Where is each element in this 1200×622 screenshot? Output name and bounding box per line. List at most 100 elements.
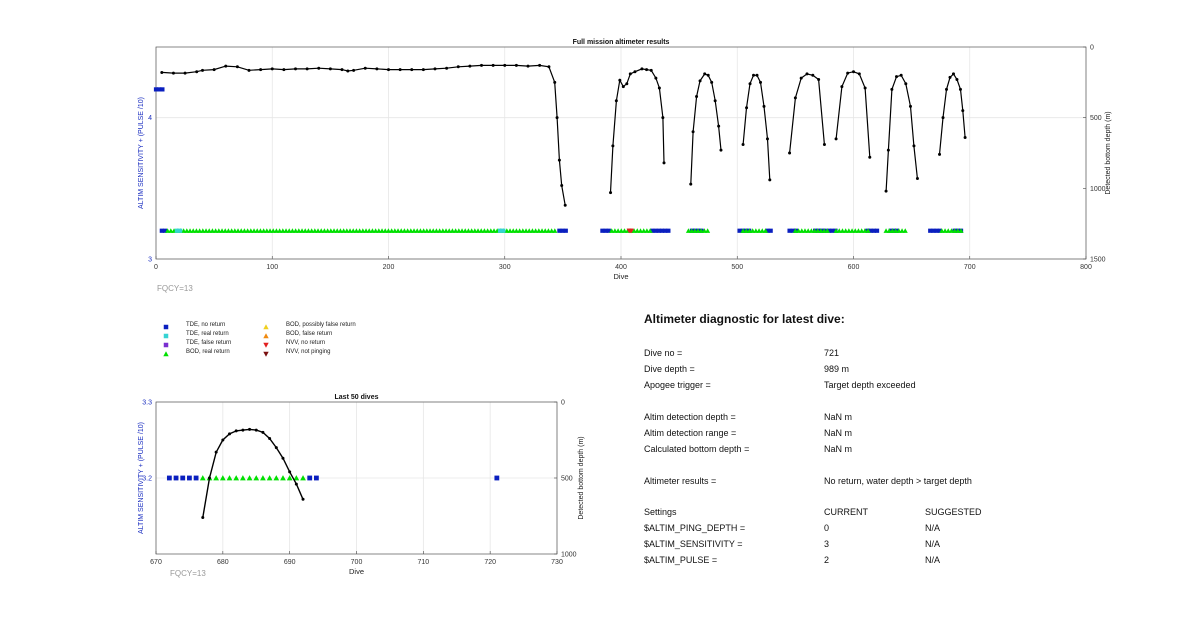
square-marker: [159, 228, 164, 233]
square-marker: [659, 228, 665, 233]
triangle-marker: [321, 228, 327, 233]
diagnostic-label: Apogee trigger =: [644, 380, 711, 390]
plot-frame: [155, 46, 1087, 260]
depth-point: [817, 78, 821, 82]
triangle-marker: [762, 228, 768, 233]
triangle-marker: [440, 228, 446, 233]
triangle-marker: [261, 228, 267, 233]
triangle-marker: [286, 475, 293, 481]
triangle-marker: [456, 228, 462, 233]
triangle-marker: [379, 228, 385, 233]
square-marker: [162, 228, 168, 233]
triangle-marker: [266, 475, 273, 481]
depth-point: [793, 96, 797, 100]
depth-point: [834, 137, 838, 141]
triangle-marker: [424, 228, 430, 233]
triangle-marker: [197, 228, 203, 233]
triangle-marker: [945, 228, 951, 233]
triangle-marker: [485, 228, 491, 233]
triangle-marker: [839, 228, 845, 233]
diagnostic-value: 721: [824, 348, 840, 358]
square-marker: [501, 228, 506, 233]
diagnostic-value: NaN m: [824, 444, 853, 454]
triangle-marker: [459, 228, 465, 233]
depth-point: [938, 152, 942, 156]
depth-point: [621, 85, 625, 89]
legend-label: NVV, no return: [286, 340, 326, 346]
triangle-marker: [421, 228, 427, 233]
triangle-marker: [389, 228, 395, 233]
square-marker: [606, 228, 611, 233]
depth-point: [868, 155, 872, 159]
triangle-marker: [264, 228, 270, 233]
depth-point: [195, 70, 199, 74]
depth-point: [201, 68, 204, 72]
depth-point: [294, 482, 298, 486]
square-marker: [174, 228, 180, 233]
triangle-marker: [952, 228, 958, 233]
y2-axis-label: Detected bottom depth (m): [1105, 111, 1112, 194]
square-marker: [874, 228, 880, 233]
depth-point: [224, 64, 228, 68]
y2-tick-label: 500: [1090, 115, 1102, 122]
depth-point: [363, 66, 367, 70]
triangle-marker: [698, 228, 704, 233]
triangle-marker: [260, 475, 266, 481]
triangle-icon: [263, 324, 269, 330]
triangle-marker: [472, 228, 478, 233]
triangle-marker: [209, 228, 215, 233]
triangle-marker: [902, 228, 908, 233]
triangle-marker: [609, 228, 615, 233]
triangle-marker: [248, 228, 254, 233]
triangle-marker: [357, 228, 363, 233]
triangle-marker: [254, 228, 260, 233]
depth-point: [288, 470, 292, 474]
triangle-marker: [644, 228, 650, 233]
x-tick-label: 700: [351, 559, 363, 566]
depth-point: [259, 68, 263, 72]
depth-point: [547, 65, 551, 69]
triangle-down-marker: [263, 351, 269, 357]
square-marker: [163, 342, 169, 348]
square-marker: [737, 228, 742, 233]
y2-tick-label: 0: [561, 400, 565, 407]
triangle-marker: [430, 228, 436, 233]
square-marker: [666, 228, 671, 233]
triangle-marker: [347, 228, 353, 233]
triangle-marker: [824, 228, 830, 233]
square-marker: [765, 228, 770, 233]
depth-point: [274, 446, 278, 450]
settings-header: Settings: [644, 507, 677, 517]
depth-point: [268, 436, 272, 440]
depth-point: [748, 82, 752, 86]
depth-point: [948, 75, 952, 79]
depth-point: [228, 432, 232, 436]
triangle-marker: [520, 228, 526, 233]
depth-point: [713, 99, 717, 103]
triangle-icon: [263, 333, 269, 339]
last-50-dives-plot: 670 680 690 700 710 720 730 3.2 3.3 0 500 1000 Last …: [138, 394, 585, 578]
triangle-marker: [948, 228, 954, 233]
triangle-marker: [168, 228, 174, 233]
triangle-marker: [465, 228, 471, 233]
y-tick-label: 3: [148, 257, 152, 264]
triangle-marker: [203, 228, 209, 233]
triangle-marker: [373, 228, 379, 233]
triangle-marker: [812, 228, 818, 233]
depth-point: [899, 73, 903, 77]
depth-point: [261, 430, 265, 434]
y2-tick-label: 1000: [561, 552, 577, 559]
square-marker: [826, 228, 832, 233]
square-marker: [891, 228, 896, 233]
triangle-marker: [612, 228, 618, 233]
depth-point: [863, 86, 867, 90]
triangle-marker: [859, 228, 865, 233]
triangle-marker: [526, 228, 532, 233]
triangle-marker: [280, 475, 286, 481]
triangle-marker: [270, 228, 276, 233]
diagnostic-label: Altimeter results =: [644, 476, 717, 486]
depth-point: [270, 67, 274, 71]
depth-point: [661, 116, 665, 120]
square-marker: [314, 475, 319, 481]
depth-point: [375, 67, 379, 71]
